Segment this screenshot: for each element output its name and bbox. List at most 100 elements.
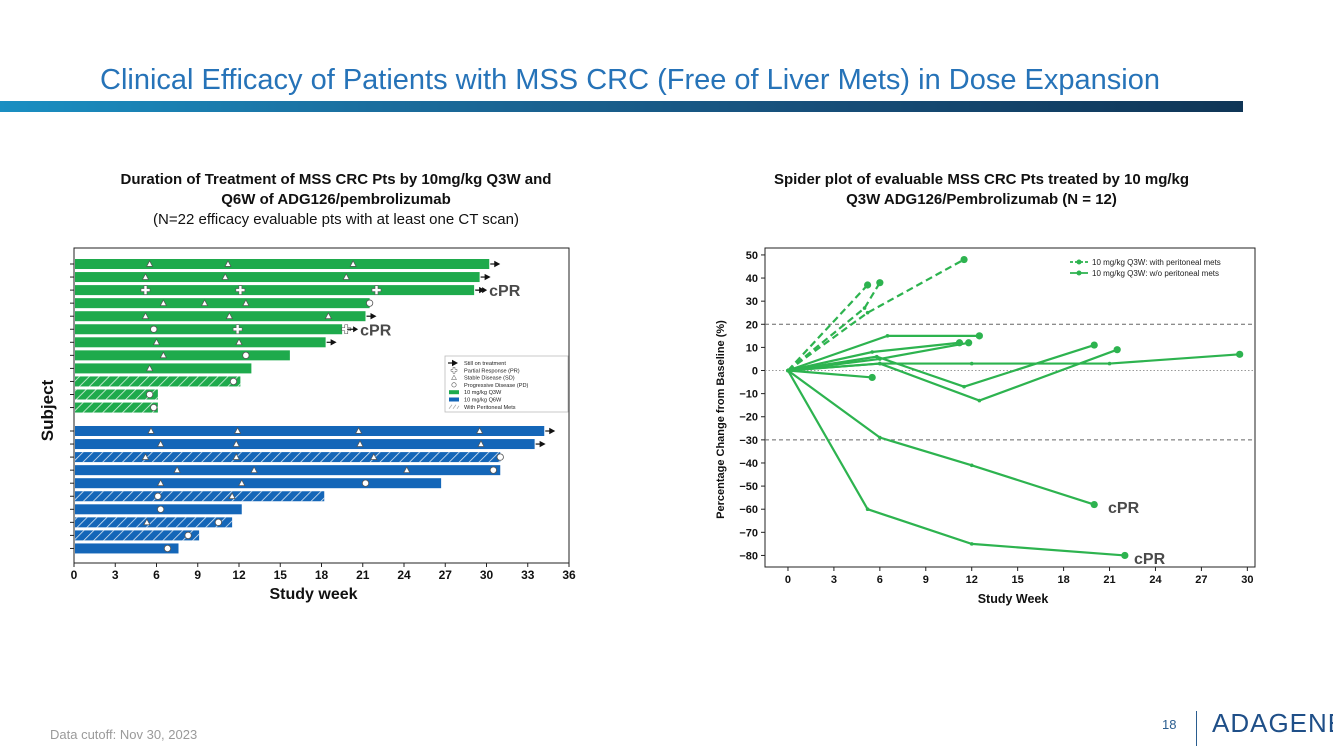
legend-q3w-swatch	[449, 390, 459, 395]
stable-disease-marker	[159, 299, 167, 306]
spider-point	[865, 507, 870, 512]
treatment-bar	[75, 298, 370, 309]
spider-y-axis-label: Percentage Change from Baseline (%)	[715, 320, 727, 519]
spider-x-tick-label: 27	[1195, 574, 1207, 586]
stable-disease-marker	[355, 427, 363, 434]
spider-point	[878, 435, 882, 440]
swimmer-legend-entry: 10 mg/kg Q3W	[464, 390, 502, 396]
spider-legend-entry: 10 mg/kg Q3W: with peritoneal mets	[1092, 258, 1221, 267]
spider-point	[960, 255, 968, 264]
peritoneal-hatch	[75, 402, 158, 413]
stable-disease-marker	[232, 453, 240, 460]
data-cutoff-note: Data cutoff: Nov 30, 2023	[50, 727, 198, 742]
spider-point	[965, 339, 973, 347]
stable-disease-marker	[370, 453, 378, 460]
treatment-bar	[75, 350, 290, 361]
stable-disease-marker	[157, 440, 165, 447]
spider-line-peritoneal	[787, 258, 965, 372]
spider-y-tick-label: 40	[746, 273, 758, 285]
spider-point	[1236, 350, 1244, 358]
progressive-disease-marker	[150, 325, 158, 333]
progressive-disease-marker	[184, 531, 192, 540]
stable-disease-marker	[224, 260, 232, 267]
treatment-bar	[75, 259, 490, 269]
spider-x-tick-label: 24	[1149, 574, 1162, 586]
spider-y-tick-label: −70	[739, 527, 758, 539]
stable-disease-marker	[349, 260, 357, 267]
x-tick-label: 24	[397, 568, 411, 582]
spider-line-peritoneal	[787, 284, 869, 372]
stable-disease-marker	[157, 479, 165, 486]
stable-disease-marker	[143, 518, 151, 526]
left-heading-line1: Duration of Treatment of MSS CRC Pts by …	[120, 171, 552, 188]
spider-y-tick-label: −80	[739, 550, 758, 562]
progressive-disease-marker	[361, 479, 370, 487]
progressive-disease-marker	[154, 492, 162, 500]
spider-point	[874, 354, 879, 359]
x-tick-label: 9	[194, 568, 201, 582]
spider-y-tick-label: 20	[746, 319, 758, 331]
x-tick-label: 36	[562, 568, 576, 582]
spider-y-tick-label: −50	[739, 481, 758, 493]
stable-disease-marker	[476, 427, 484, 434]
spider-point	[786, 368, 790, 373]
partial-response-marker	[140, 285, 151, 295]
spider-legend-marker	[1076, 270, 1082, 276]
treatment-bar	[75, 272, 480, 283]
spider-point	[975, 332, 983, 340]
spider-y-tick-label: −40	[739, 458, 758, 470]
spider-point	[868, 373, 876, 382]
treatment-bar	[75, 311, 366, 322]
spider-y-tick-label: −20	[739, 412, 758, 424]
x-tick-label: 18	[315, 568, 329, 582]
spider-point	[876, 279, 884, 287]
stable-disease-marker	[234, 427, 242, 434]
progressive-disease-marker	[163, 544, 172, 553]
progressive-disease-marker	[214, 518, 222, 526]
treatment-bar	[75, 478, 442, 489]
spider-point	[962, 384, 966, 389]
cpr-label: cPR	[360, 322, 392, 339]
spider-cpr-label: cPR	[1134, 551, 1166, 568]
stable-disease-marker	[356, 440, 364, 447]
stable-disease-marker	[152, 338, 161, 346]
spider-x-tick-label: 30	[1241, 574, 1253, 586]
partial-response-marker	[232, 324, 243, 335]
cpr-pointer-head	[353, 326, 359, 333]
legend-q6w-swatch	[449, 397, 459, 402]
right-chart-heading: Spider plot of evaluable MSS CRC Pts tre…	[700, 170, 1263, 210]
still-on-treatment-arrow	[370, 313, 377, 320]
spider-y-tick-label: 0	[752, 366, 758, 378]
still-on-treatment-arrow	[484, 273, 491, 281]
spider-point	[1090, 341, 1098, 349]
spider-x-tick-label: 3	[831, 574, 837, 586]
spider-point	[885, 334, 890, 338]
x-tick-label: 0	[71, 568, 78, 582]
left-chart-heading: Duration of Treatment of MSS CRC Pts by …	[60, 170, 612, 230]
spider-point	[1113, 346, 1121, 354]
stable-disease-marker	[477, 440, 485, 447]
x-tick-label: 27	[439, 568, 453, 582]
progressive-disease-marker	[242, 351, 250, 359]
spider-y-tick-label: −30	[739, 435, 758, 447]
company-logo: ADAGENE	[1212, 708, 1333, 738]
stable-disease-marker	[159, 351, 167, 359]
peritoneal-hatch	[75, 530, 200, 541]
stable-disease-marker	[201, 299, 209, 306]
left-heading-line3: (N=22 efficacy evaluable pts with at lea…	[153, 211, 519, 228]
stable-disease-marker	[221, 273, 229, 280]
swimmer-legend-entry: Stable Disease (SD)	[464, 376, 515, 382]
spider-x-tick-label: 18	[1057, 574, 1069, 586]
progressive-disease-marker	[229, 377, 238, 386]
peritoneal-hatch	[75, 491, 325, 502]
stable-disease-marker	[235, 338, 243, 346]
spider-point	[863, 281, 872, 289]
spider-point	[862, 306, 867, 310]
x-tick-label: 33	[521, 568, 535, 582]
swimmer-legend-entry: Partial Response (PR)	[464, 368, 520, 374]
spider-line	[787, 344, 1095, 388]
stable-disease-marker	[141, 453, 150, 460]
spider-point	[969, 361, 974, 366]
stable-disease-marker	[238, 479, 246, 486]
spider-point	[870, 350, 874, 354]
